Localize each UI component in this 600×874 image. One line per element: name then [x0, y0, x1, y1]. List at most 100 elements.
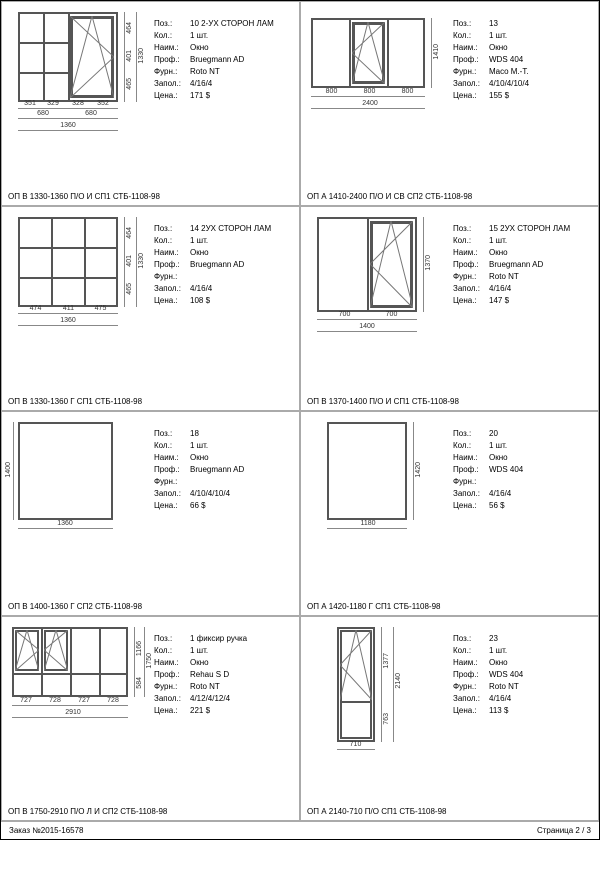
dim-label: 727: [16, 697, 36, 704]
dim-label: 1360: [53, 122, 83, 129]
spec-val: Окно: [489, 247, 570, 258]
spec-cell: 1370 700 700 1400 Поз.:15 2УХ СТОРОН ЛАМ…: [300, 206, 599, 411]
spec-key: Кол.:: [453, 645, 489, 656]
spec-cell: 464 401 465 1330 474 411 475 1360 Поз.:1…: [1, 206, 300, 411]
spec-key: Кол.:: [154, 235, 190, 246]
spec-key: Запол.:: [154, 693, 190, 704]
spec-key: Цена.:: [154, 500, 190, 511]
spec-key: Поз.:: [453, 633, 489, 644]
dim-label: 465: [126, 78, 133, 90]
spec-cell: 1410 800 800 800 2400 Поз.:13 Кол.:1 шт.…: [300, 1, 599, 206]
window-drawing: 464 401 465 1330 474 411 475 1360: [8, 213, 148, 368]
spec-val: 18: [190, 428, 244, 439]
cell-footer: ОП В 1750-2910 П/О Л И СП2 СТБ-1108-98: [8, 803, 293, 816]
spec-val: 1 шт.: [190, 30, 274, 41]
dim-label: 1360: [50, 520, 80, 527]
cell-footer: ОП А 2140-710 П/О СП1 СТБ-1108-98: [307, 803, 592, 816]
spec-val: Bruegmann AD: [190, 464, 244, 475]
spec-table: Поз.:14 2УХ СТОРОН ЛАМ Кол.:1 шт. Наим.:…: [148, 213, 271, 393]
spec-table: Поз.:10 2-УХ СТОРОН ЛАМ Кол.:1 шт. Наим.…: [148, 8, 274, 188]
dim-label: 1370: [425, 255, 432, 271]
cell-footer: ОП А 1420-1180 Г СП1 СТБ-1108-98: [307, 598, 592, 611]
spec-key: Запол.:: [154, 78, 190, 89]
window-drawing: 1410 800 800 800 2400: [307, 8, 447, 163]
spec-key: Фурн.:: [154, 271, 190, 282]
dim-label: 710: [343, 741, 368, 748]
window-drawing: 1420 1180: [307, 418, 447, 573]
spec-key: Цена.:: [453, 500, 489, 511]
spec-key: Наим.:: [453, 42, 489, 53]
spec-val: 4/16/4: [489, 488, 523, 499]
spec-val: 1 шт.: [190, 440, 244, 451]
spec-val: 15 2УХ СТОРОН ЛАМ: [489, 223, 570, 234]
spec-cell: 1400 1360 Поз.:18 Кол.:1 шт. Наим.:Окно …: [1, 411, 300, 616]
cell-footer: ОП А 1410-2400 П/О И СВ СП2 СТБ-1108-98: [307, 188, 592, 201]
spec-key: Наим.:: [453, 657, 489, 668]
spec-val: 1 фиксир ручка: [190, 633, 247, 644]
spec-val: 113 $: [489, 705, 523, 716]
spec-key: Поз.:: [453, 18, 489, 29]
spec-val: Roto NT: [489, 271, 570, 282]
spec-key: Поз.:: [453, 223, 489, 234]
spec-val: 4/16/4: [190, 283, 271, 294]
spec-key: Кол.:: [453, 235, 489, 246]
window-drawing: 1166 584 1750 727 728 727 728 2910: [8, 623, 148, 778]
spec-val: Окно: [190, 247, 271, 258]
spec-key: Проф.:: [154, 464, 190, 475]
spec-table: Поз.:15 2УХ СТОРОН ЛАМ Кол.:1 шт. Наим.:…: [447, 213, 570, 393]
spec-key: Цена.:: [453, 90, 489, 101]
spec-key: Фурн.:: [453, 66, 489, 77]
spec-val: 1 шт.: [489, 30, 529, 41]
spec-val: WDS 404: [489, 54, 529, 65]
dim-label: 1420: [415, 462, 422, 478]
spec-val: Окно: [190, 452, 244, 463]
dim-label: 728: [103, 697, 123, 704]
cell-footer: ОП В 1400-1360 Г СП2 СТБ-1108-98: [8, 598, 293, 611]
spec-val: Окно: [489, 452, 523, 463]
spec-key: Цена.:: [154, 295, 190, 306]
spec-key: Поз.:: [453, 428, 489, 439]
spec-val: 4/10/4/10/4: [489, 78, 529, 89]
spec-val: Rehau S D: [190, 669, 247, 680]
spec-val: Окно: [190, 657, 247, 668]
dim-label: 401: [126, 255, 133, 267]
spec-key: Цена.:: [453, 295, 489, 306]
dim-label: 700: [379, 311, 404, 318]
spec-val: 1 шт.: [190, 645, 247, 656]
dim-label: 1330: [138, 253, 145, 269]
spec-val: Roto NT: [190, 66, 274, 77]
spec-key: Запол.:: [453, 488, 489, 499]
dim-label: 800: [395, 88, 420, 95]
dim-label: 475: [88, 305, 113, 312]
spec-key: Фурн.:: [154, 66, 190, 77]
spec-key: Кол.:: [154, 30, 190, 41]
spec-val: 1 шт.: [489, 440, 523, 451]
dim-label: 401: [126, 50, 133, 62]
spec-val: 20: [489, 428, 523, 439]
spec-cell: 464 401 465 1330 351 329 328 352 680 680…: [1, 1, 300, 206]
spec-key: Запол.:: [453, 283, 489, 294]
spec-key: Наим.:: [453, 247, 489, 258]
spec-cell: 1377 763 2140 710 Поз.:23 Кол.:1 шт. Наи…: [300, 616, 599, 821]
dim-label: 700: [332, 311, 357, 318]
spec-key: Цена.:: [154, 90, 190, 101]
page: 464 401 465 1330 351 329 328 352 680 680…: [0, 0, 600, 840]
dim-label: 329: [43, 100, 63, 107]
dim-label: 328: [68, 100, 88, 107]
spec-key: Фурн.:: [453, 271, 489, 282]
dim-label: 2140: [395, 673, 402, 689]
spec-key: Проф.:: [453, 464, 489, 475]
dim-label: 2910: [58, 709, 88, 716]
spec-key: Запол.:: [453, 693, 489, 704]
spec-key: Наим.:: [154, 42, 190, 53]
spec-val: 4/16/4: [190, 78, 274, 89]
spec-table: Поз.:13 Кол.:1 шт. Наим.:Окно Проф.:WDS …: [447, 8, 529, 188]
spec-val: 1 шт.: [489, 645, 523, 656]
window-drawing: 1370 700 700 1400: [307, 213, 447, 368]
spec-val: Bruegmann AD: [489, 259, 570, 270]
spec-key: Наим.:: [154, 452, 190, 463]
spec-key: Запол.:: [154, 488, 190, 499]
cell-footer: ОП В 1370-1400 П/О И СП1 СТБ-1108-98: [307, 393, 592, 406]
spec-cell: 1420 1180 Поз.:20 Кол.:1 шт. Наим.:Окно …: [300, 411, 599, 616]
spec-key: Кол.:: [154, 440, 190, 451]
